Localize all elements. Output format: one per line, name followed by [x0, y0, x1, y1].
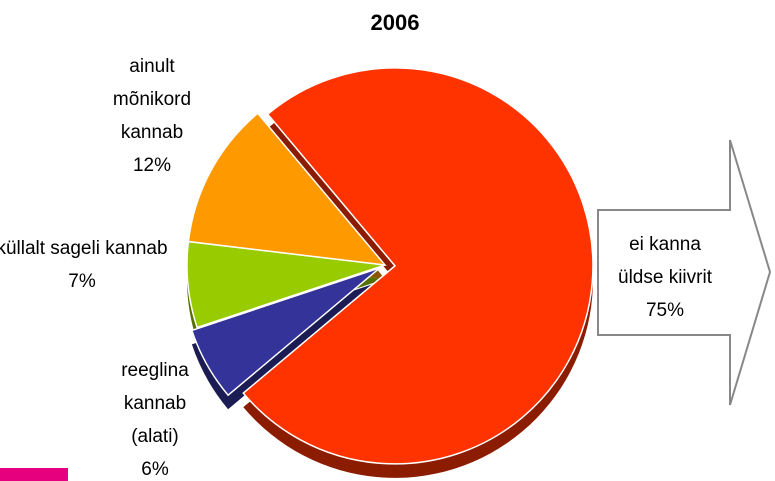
slice-label: reeglina kannab (alati) 6%	[105, 354, 205, 481]
slice	[242, 67, 594, 465]
callout-arrow	[597, 139, 772, 406]
slice	[190, 267, 381, 397]
chart-title: 2006	[370, 10, 420, 35]
category-name: reeglina kannab (alati)	[121, 360, 189, 447]
value-label: 6%	[141, 459, 169, 480]
slice-label: ei kanna üldse kiivrit 75%	[605, 228, 725, 327]
value-label: 7%	[68, 271, 96, 292]
logo	[0, 468, 68, 481]
slice-label: küllalt sageli kannab 7%	[0, 232, 172, 298]
value-label: 75%	[645, 300, 685, 321]
category-name: küllalt sageli kannab	[0, 238, 168, 259]
category-name: ei kanna üldse kiivrit	[618, 234, 712, 288]
value-label: 12%	[132, 155, 172, 176]
slice	[187, 112, 387, 266]
slice-label: ainult mõnikord kannab 12%	[97, 50, 207, 182]
category-name: ainult mõnikord kannab	[112, 56, 192, 143]
